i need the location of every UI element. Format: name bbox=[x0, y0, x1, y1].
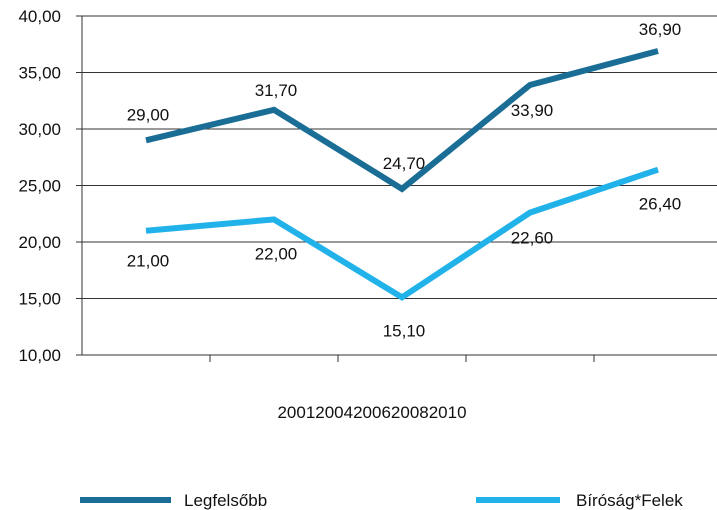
series-line bbox=[145, 48, 659, 193]
data-label: 36,90 bbox=[639, 20, 682, 39]
y-tick-label: 15,00 bbox=[18, 290, 61, 309]
data-labels: 29,00 31,70 24,70 33,90 36,90 21,00 22,00 15,10… bbox=[127, 20, 682, 340]
y-tick-label: 35,00 bbox=[18, 64, 61, 83]
data-label: 31,70 bbox=[255, 81, 298, 100]
data-label: 21,00 bbox=[127, 252, 170, 271]
data-label: 15,10 bbox=[383, 321, 426, 340]
x-axis-tick-labels: 20012004200620082010 bbox=[277, 403, 466, 422]
y-tick-label: 25,00 bbox=[18, 177, 61, 196]
data-label: 26,40 bbox=[639, 195, 682, 214]
legend-item: Bíróság*Felek bbox=[476, 491, 683, 510]
x-tick-marks bbox=[209, 355, 595, 362]
data-label: 33,90 bbox=[511, 101, 554, 120]
legend-item: Legfelsőbb bbox=[80, 491, 267, 510]
legend-label: Bíróság*Felek bbox=[576, 491, 683, 510]
data-label: 22,60 bbox=[511, 229, 554, 248]
y-tick-label: 10,00 bbox=[18, 346, 61, 365]
legend: Legfelsőbb Bíróság*Felek bbox=[80, 491, 683, 510]
legend-label: Legfelsőbb bbox=[184, 491, 267, 510]
data-label: 24,70 bbox=[383, 154, 426, 173]
y-tick-labels: 10,00 15,00 20,00 25,00 30,00 35,00 40,00 bbox=[18, 7, 82, 365]
y-tick-label: 40,00 bbox=[18, 7, 61, 26]
series-line bbox=[145, 166, 659, 301]
series-lines bbox=[145, 48, 659, 301]
data-label: 29,00 bbox=[127, 105, 170, 124]
data-label: 22,00 bbox=[255, 244, 298, 263]
y-tick-label: 20,00 bbox=[18, 233, 61, 252]
y-tick-label: 30,00 bbox=[18, 120, 61, 139]
